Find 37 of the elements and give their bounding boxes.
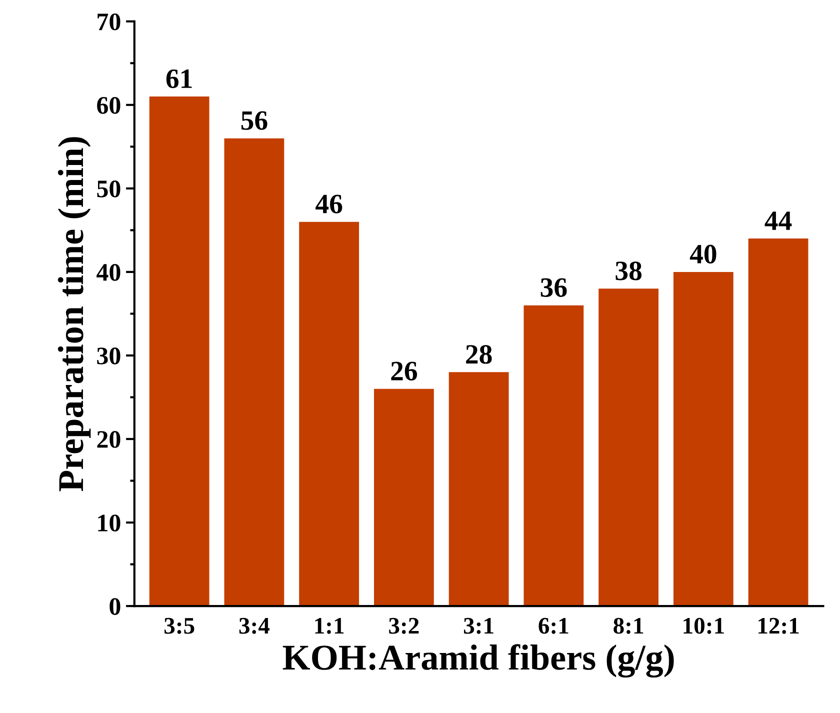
y-tick-label: 50 — [97, 180, 120, 198]
data-label: 56 — [241, 111, 268, 130]
data-label: 44 — [764, 212, 792, 230]
x-tick-label: 12:1 — [758, 618, 799, 634]
x-tick-label: 6:1 — [538, 618, 568, 634]
bar — [748, 238, 808, 606]
bar — [374, 388, 434, 606]
data-label: 28 — [466, 345, 492, 364]
bar — [448, 372, 509, 606]
x-tick-label: 3:1 — [464, 618, 494, 634]
data-label: 38 — [616, 261, 642, 280]
data-label: 36 — [540, 278, 567, 297]
bar — [673, 272, 734, 606]
x-axis-title: KOH:Aramid fibers (g/g) — [282, 644, 674, 678]
bar — [524, 305, 584, 606]
data-label: 40 — [690, 244, 716, 264]
bar — [224, 138, 284, 606]
y-tick-label: 0 — [110, 598, 120, 615]
data-label: 61 — [166, 69, 192, 88]
y-tick-label: 20 — [97, 431, 120, 448]
y-axis-title: Preparation time (min) — [58, 137, 91, 492]
y-tick-label: 30 — [97, 348, 120, 364]
bar — [149, 96, 210, 606]
bar — [299, 222, 360, 606]
x-tick-label: 3:4 — [239, 618, 270, 634]
data-label: 26 — [391, 362, 418, 380]
x-tick-label: 3:2 — [389, 618, 419, 634]
data-label: 46 — [316, 194, 342, 214]
y-tick-label: 40 — [96, 264, 120, 281]
x-tick-label: 8:1 — [614, 618, 644, 634]
x-tick-label: 10:1 — [684, 618, 724, 634]
y-tick-label: 10 — [98, 514, 120, 532]
x-tick-label: 3:5 — [164, 618, 194, 634]
y-tick-label: 60 — [97, 96, 120, 114]
x-tick-label: 1:1 — [315, 618, 344, 634]
bar — [598, 288, 658, 606]
y-tick-label: 70 — [98, 13, 120, 30]
